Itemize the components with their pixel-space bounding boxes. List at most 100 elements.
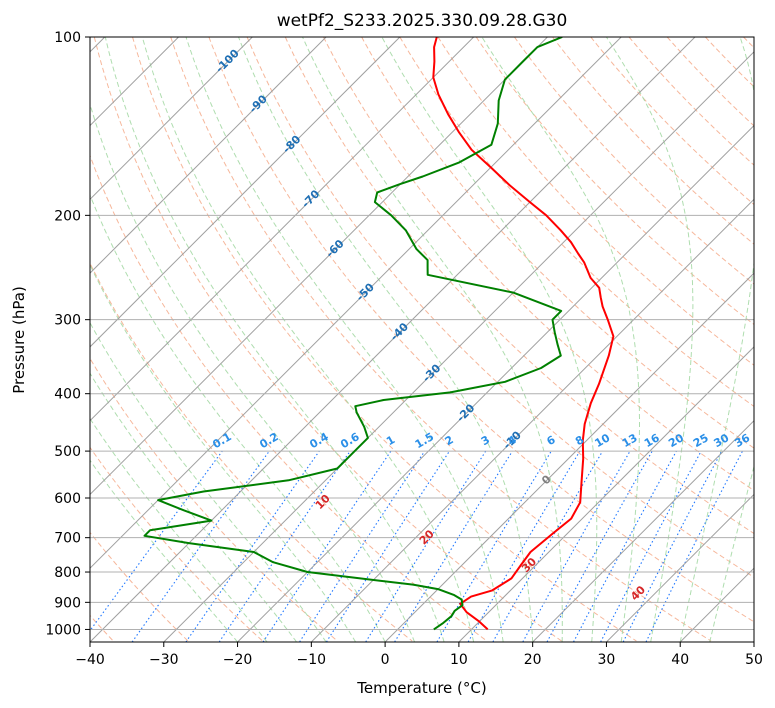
mixing-ratio-label: 6 (544, 433, 557, 448)
mixing-ratio-label: 10 (592, 431, 612, 450)
mixing-ratio-label: 0.1 (210, 430, 233, 451)
isotherm-line (384, 272, 754, 642)
y-tick-label: 700 (54, 531, 81, 547)
theta-label: 40 (628, 583, 648, 603)
mixing-ratio-label: 0.4 (307, 430, 331, 451)
x-tick-label: 50 (745, 652, 763, 668)
isotherm-line (606, 493, 754, 642)
dewpoint-profile-line (143, 37, 563, 631)
mixing-ratio-line (262, 450, 392, 642)
x-tick-label: 40 (671, 652, 689, 668)
mixing-ratio-label: 30 (712, 431, 732, 450)
temperature-profile-line (432, 37, 615, 631)
x-tick-label: 10 (450, 652, 468, 668)
mixing-ratio-label: 3 (479, 433, 492, 448)
x-tick-label: 30 (598, 652, 616, 668)
moist-adiabat-line (238, 37, 534, 642)
dry-adiabat-line (246, 37, 754, 578)
mixing-ratio-label: 13 (620, 431, 640, 450)
mixing-ratio-line (522, 450, 631, 642)
mixing-ratio-label: 1.5 (413, 430, 436, 451)
y-tick-label: 100 (54, 30, 81, 46)
dry-adiabat-line (90, 154, 488, 642)
dry-adiabat-line (323, 37, 754, 492)
x-axis-title: Temperature (°C) (356, 679, 486, 697)
moist-adiabat-line (302, 37, 563, 642)
y-tick-label: 500 (54, 444, 81, 460)
dry-adiabat-line (399, 37, 754, 408)
mixing-ratio-label: 0.2 (257, 430, 280, 451)
isotherm-label: 0 (539, 472, 554, 487)
mixing-ratio-label: 25 (691, 431, 711, 450)
mixing-ratio-label: 1 (384, 433, 397, 448)
mixing-ratio-line (645, 450, 743, 642)
dry-adiabat-line (437, 37, 754, 366)
moist-adiabat-line (90, 417, 268, 642)
dry-adiabat-line (90, 446, 264, 642)
x-tick-label: −10 (297, 652, 327, 668)
moist-adiabat-line (90, 263, 357, 642)
dry-adiabat-line (90, 262, 413, 642)
background-lines (90, 37, 754, 642)
mixing-ratio-line (546, 450, 653, 642)
moist-adiabat-line (381, 37, 598, 642)
moist-adiabat-line (481, 37, 640, 642)
moist-adiabat-line (90, 372, 297, 642)
mixing-ratio-label: 36 (732, 431, 752, 450)
mixing-ratio-label: 16 (642, 431, 662, 450)
isotherm-line (163, 51, 754, 642)
x-tick-label: −30 (149, 652, 179, 668)
dry-adiabat-line (705, 37, 754, 88)
isotherm-line (532, 419, 754, 642)
dry-adiabat-line (90, 357, 338, 642)
isotherm-line (90, 37, 327, 274)
y-tick-label: 800 (54, 565, 81, 581)
mixing-ratio-line (131, 450, 270, 642)
moist-adiabat-line (185, 37, 504, 642)
isotherm-line (90, 37, 622, 569)
y-tick-label: 400 (54, 387, 81, 403)
mixing-ratio-line (600, 450, 702, 642)
dry-adiabat-line (170, 37, 712, 642)
moist-adiabat-line (104, 37, 445, 642)
dry-adiabat-line (132, 37, 637, 642)
dry-adiabat-line (475, 37, 754, 326)
y-tick-label: 600 (54, 491, 81, 507)
moist-adiabat-line (709, 464, 754, 642)
isotherm-line (90, 37, 548, 496)
mixing-ratio-line (573, 450, 677, 642)
y-tick-label: 1000 (45, 622, 81, 638)
isotherm-line (458, 346, 754, 642)
dry-adiabat-line (628, 37, 754, 166)
dry-adiabat-line (208, 37, 754, 623)
mixing-ratio-line (185, 450, 320, 642)
mixing-ratio-line (218, 450, 351, 642)
profile-lines (143, 37, 615, 631)
dry-adiabat-line (552, 37, 754, 245)
mixing-ratio-line (467, 450, 581, 642)
moist-adiabat-line (679, 37, 754, 642)
isotherm-label: -70 (299, 187, 322, 210)
y-axis-ticks: 100 200 300 400 500 600 700 800 900 1000 (45, 30, 90, 638)
x-tick-label: 0 (381, 652, 390, 668)
x-tick-label: −20 (223, 652, 253, 668)
isotherm-label: -100 (213, 47, 242, 76)
dry-adiabat-line (666, 37, 754, 127)
isotherm-line (90, 37, 401, 348)
isotherm-line (679, 567, 754, 642)
plot-frame (89, 36, 755, 643)
theta-label: 20 (417, 527, 437, 547)
mixing-ratio-line (90, 450, 223, 632)
y-tick-label: 200 (54, 208, 81, 224)
isotherm-line (310, 198, 754, 642)
dry-adiabat-line (284, 37, 754, 535)
x-tick-label: −40 (75, 652, 105, 668)
mixing-ratio-line (325, 450, 450, 642)
pressure-grid (90, 36, 754, 630)
dry-adiabat-line (743, 37, 754, 49)
dry-adiabat-line (93, 37, 562, 642)
isotherm-line (90, 37, 253, 201)
moist-adiabat-line (90, 321, 327, 642)
isotherm-line (90, 37, 696, 642)
y-axis-title: Pressure (hPa) (10, 286, 28, 394)
